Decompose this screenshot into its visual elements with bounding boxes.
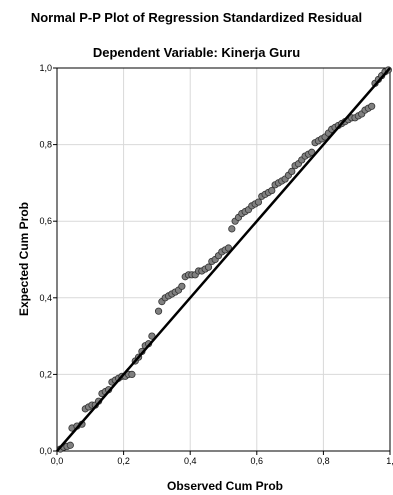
grid-lines	[57, 68, 390, 451]
x-tick-label: 0,4	[184, 456, 197, 466]
y-tick-label: 0,0	[39, 446, 52, 456]
reference-line	[56, 67, 391, 452]
y-tick-label: 1,0	[39, 63, 52, 73]
plot-frame	[56, 67, 391, 452]
axis-ticks: 0,0 0,2 0,4 0,6 0,8 1, 0,0 0,2 0,4 0,6 0,8 1,0	[39, 63, 393, 466]
x-tick-label: 0,0	[51, 456, 64, 466]
y-tick-label: 0,8	[39, 140, 52, 150]
x-axis-label: Observed Cum Prob	[166, 479, 284, 493]
x-tick-label: 0,2	[117, 456, 130, 466]
data-point	[154, 307, 163, 315]
data-point	[308, 148, 316, 156]
y-tick-label: 0,2	[39, 369, 52, 379]
data-point	[268, 186, 276, 195]
chart-title: Normal P-P Plot of Regression Standardiz…	[30, 10, 363, 25]
data-point	[148, 332, 156, 340]
y-tick-label: 0,6	[39, 216, 52, 226]
x-tick-label: 0,8	[317, 456, 330, 466]
data-point	[368, 102, 376, 110]
data-point	[228, 225, 236, 233]
y-axis-label: Expected Cum Prob	[17, 201, 31, 317]
data-point	[204, 263, 213, 271]
x-tick-label: 1,	[386, 456, 393, 466]
chart-subtitle: Dependent Variable: Kinerja Guru	[92, 45, 301, 60]
x-tick-label: 0,6	[251, 456, 264, 466]
data-point	[224, 244, 233, 252]
data-points	[56, 66, 392, 453]
data-point	[178, 282, 186, 290]
data-point	[288, 167, 296, 176]
y-tick-label: 0,4	[39, 293, 52, 303]
data-point	[254, 198, 263, 206]
data-point	[128, 370, 136, 378]
data-point	[66, 441, 74, 449]
